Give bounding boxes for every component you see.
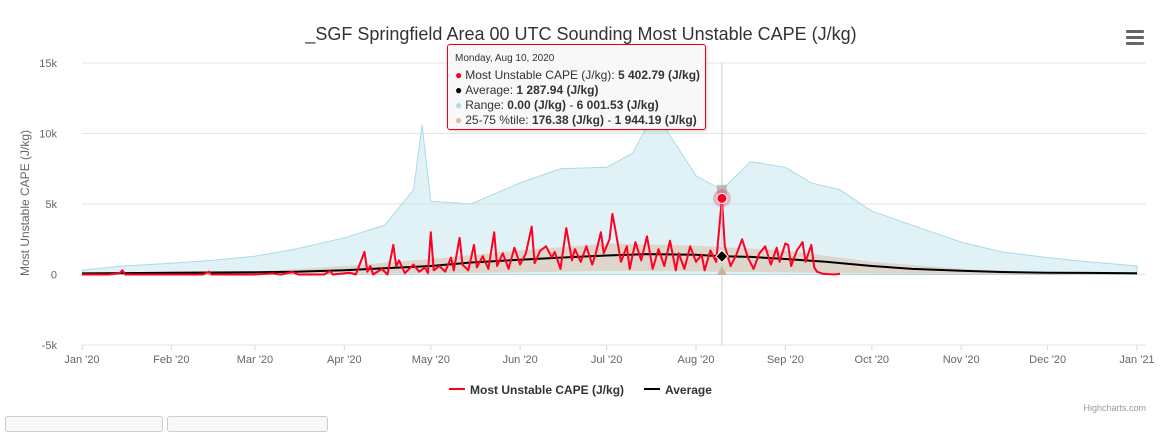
context-menu-button[interactable] xyxy=(1124,28,1146,48)
mu-cape-marker xyxy=(716,192,728,204)
tooltip-label: 25-75 %tile: xyxy=(465,113,532,127)
tooltip-label: Most Unstable CAPE (J/kg): xyxy=(465,68,618,82)
y-tick-label: 15k xyxy=(39,58,57,70)
tooltip-label: Range: xyxy=(465,98,508,112)
bottom-tab-button[interactable] xyxy=(5,416,163,432)
tooltip-row-percentile: ● 25-75 %tile: 176.38 (J/kg) - 1 944.19 (… xyxy=(455,113,698,128)
tooltip-row-range: ● Range: 0.00 (J/kg) - 6 001.53 (J/kg) xyxy=(455,98,698,113)
tooltip-value: 1 944.19 (J/kg) xyxy=(614,113,697,127)
x-tick-label: Mar '20 xyxy=(237,354,273,366)
average-line xyxy=(81,253,1138,275)
x-tick-label: Jan '21 xyxy=(1119,354,1154,366)
range-high-marker xyxy=(716,184,727,195)
x-tick-label: Jul '20 xyxy=(591,354,622,366)
percentile-low-marker xyxy=(716,266,727,276)
chart-title: _SGF Springfield Area 00 UTC Sounding Mo… xyxy=(304,24,856,45)
legend-item-mu-cape[interactable]: Most Unstable CAPE (J/kg) xyxy=(449,383,624,397)
chart-canvas[interactable]: _SGF Springfield Area 00 UTC Sounding Mo… xyxy=(0,0,1171,422)
tooltip-row-mu-cape: ● Most Unstable CAPE (J/kg): 5 402.79 (J/… xyxy=(455,68,701,83)
y-tick-label: -5k xyxy=(42,340,58,352)
x-tick-label: Oct '20 xyxy=(855,354,890,366)
tooltip-value: 0.00 (J/kg) xyxy=(507,98,566,112)
range-dot-icon: ● xyxy=(455,98,463,112)
hover-highlight xyxy=(712,63,731,345)
y-tick-label: 0 xyxy=(51,270,57,282)
tooltip-value: 176.38 (J/kg) xyxy=(531,113,604,127)
x-tick-label: Sep '20 xyxy=(767,354,804,366)
x-tick-label: Jan '20 xyxy=(64,354,99,366)
average-marker xyxy=(715,249,729,264)
legend-label-mu-cape: Most Unstable CAPE (J/kg) xyxy=(470,383,624,397)
percentile-dot-icon: ● xyxy=(455,113,463,127)
tooltip-value: 1 287.94 (J/kg) xyxy=(516,83,599,97)
x-tick-label: Apr '20 xyxy=(327,354,362,366)
tooltip-value: 5 402.79 (J/kg) xyxy=(617,68,701,82)
credit-link[interactable]: Highcharts.com xyxy=(1083,403,1146,413)
x-tick-label: Nov '20 xyxy=(943,354,980,366)
legend: Most Unstable CAPE (J/kg) Average xyxy=(449,383,712,397)
x-tick-label: Aug '20 xyxy=(677,354,714,366)
tooltip-date: Monday, Aug 10, 2020 xyxy=(455,53,555,64)
hamburger-bar-icon xyxy=(1126,36,1144,39)
hamburger-bar-icon xyxy=(1126,30,1144,33)
mu-cape-dot-icon: ● xyxy=(455,68,463,82)
x-tick-label: Dec '20 xyxy=(1029,354,1066,366)
mu-cape-line xyxy=(82,197,841,276)
tooltip-separator: - xyxy=(604,113,615,127)
hamburger-bar-icon xyxy=(1126,42,1144,45)
x-tick-label: Feb '20 xyxy=(153,354,189,366)
average-series[interactable] xyxy=(81,253,1138,275)
bottom-tab-button[interactable] xyxy=(167,416,328,432)
y-tick-label: 5k xyxy=(45,199,57,211)
x-axis: Jan '20 Feb '20 Mar '20 Apr '20 May '20 Jun '… xyxy=(64,345,1155,366)
x-tick-label: Jun '20 xyxy=(503,354,538,366)
tooltip-value: 6 001.53 (J/kg) xyxy=(576,98,659,112)
y-axis-title: Most Unstable CAPE (J/kg) xyxy=(18,130,32,276)
average-dot-icon: ● xyxy=(455,83,463,97)
legend-item-average[interactable]: Average xyxy=(644,383,712,397)
mu-cape-series[interactable] xyxy=(82,197,841,276)
tooltip-label: Average: xyxy=(465,83,517,97)
tooltip-row-average: ● Average: 1 287.94 (J/kg) xyxy=(455,83,698,98)
tooltip-separator: - xyxy=(565,98,577,112)
y-axis: -5k 0 5k 10k 15k xyxy=(39,58,57,352)
legend-label-average: Average xyxy=(665,383,712,397)
tooltip: Monday, Aug 10, 2020 ● Most Unstable CAPE… xyxy=(447,44,706,130)
x-tick-label: May '20 xyxy=(412,354,450,366)
y-tick-label: 10k xyxy=(39,129,57,141)
